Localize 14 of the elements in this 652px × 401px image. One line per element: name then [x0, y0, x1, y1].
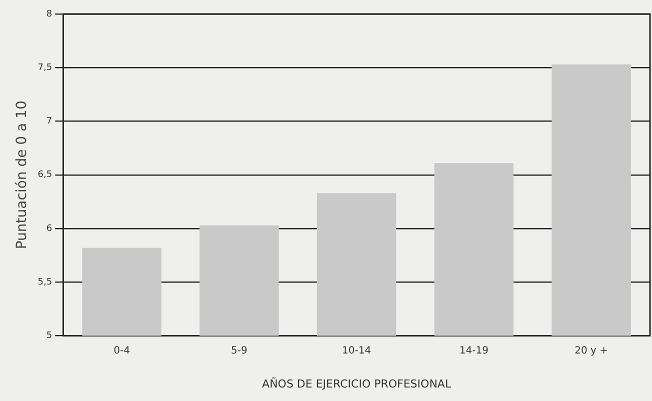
y-tick-label: 6	[46, 224, 52, 234]
x-tick-label: 0-4	[114, 345, 130, 356]
x-tick-label: 5-9	[231, 345, 248, 356]
y-tick-label: 7	[46, 116, 52, 127]
y-tick-label: 7,5	[38, 62, 52, 73]
y-axis-title: Puntuación de 0 a 10	[14, 100, 30, 250]
x-tick-label: 10-14	[342, 345, 372, 356]
y-tick-label: 5,5	[38, 278, 52, 288]
x-axis-title: AÑOS DE EJERCICIO PROFESIONAL	[262, 376, 452, 390]
y-tick-label: 5	[46, 331, 52, 342]
y-tick-label: 8	[46, 9, 52, 20]
x-tick-label: 20 y +	[574, 345, 608, 356]
y-tick-label: 6,5	[38, 170, 52, 180]
x-tick-label: 14-19	[459, 345, 488, 356]
